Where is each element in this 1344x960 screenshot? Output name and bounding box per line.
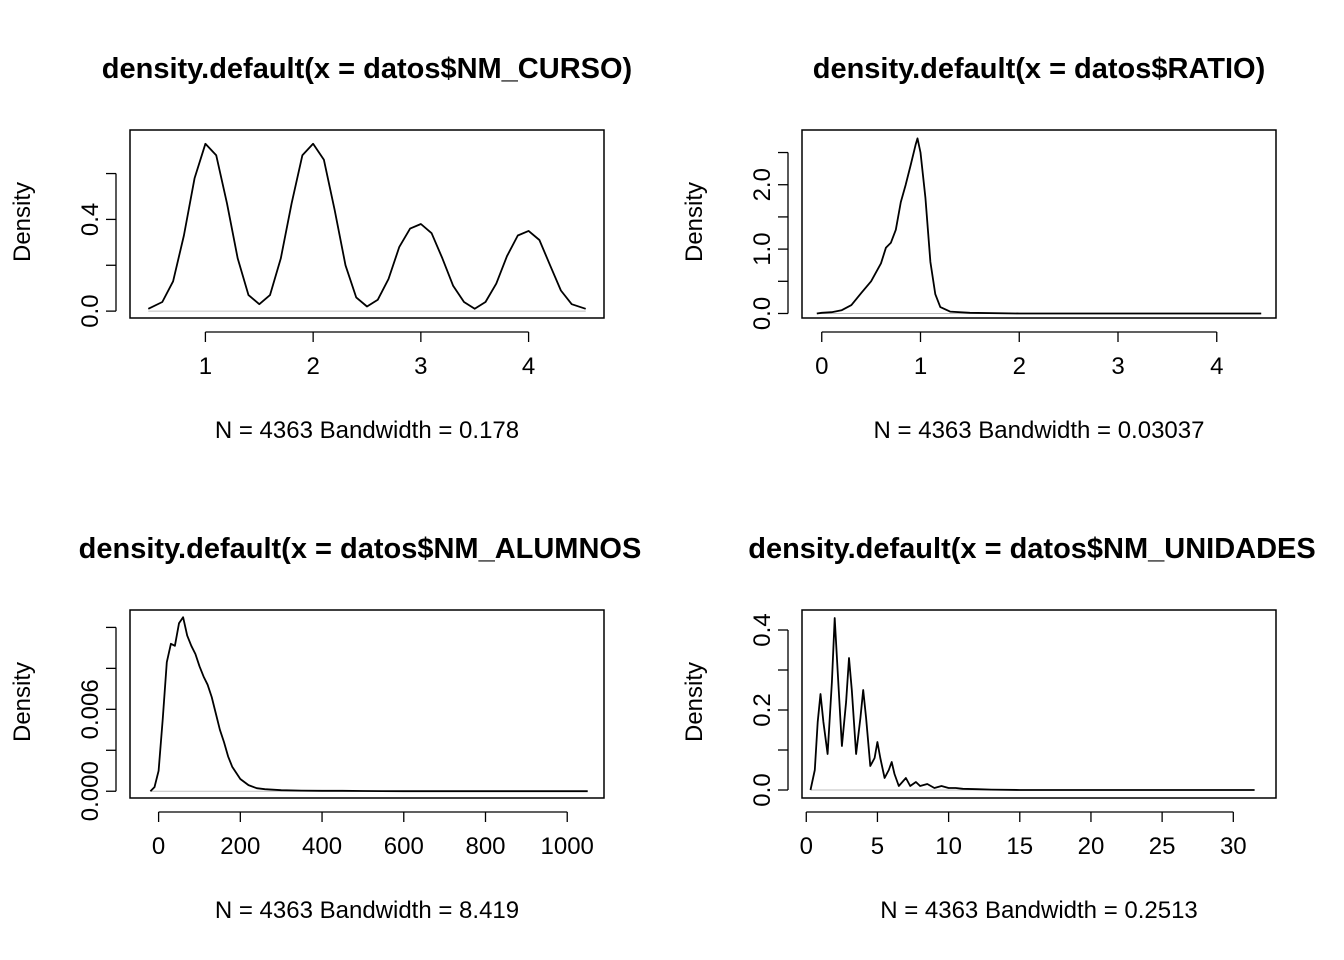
x-tick-label: 0 [800,833,813,860]
panel-density-ratio: density.default(x = datos$RATIO) N = 436… [681,53,1277,444]
x-tick-label: 20 [1078,833,1105,860]
plot-frame [801,609,1277,799]
x-tick-label: 1000 [541,833,594,860]
x-tick-label: 4 [1210,353,1223,380]
panel-density-nm-curso: density.default(x = datos$NM_CURSO) N = … [9,53,632,444]
y-tick-label: 0.4 [749,613,776,646]
x-tick-label: 30 [1220,833,1247,860]
density-curve [149,616,588,793]
chart-title: density.default(x = datos$RATIO) [813,53,1266,85]
x-tick-label: 1 [914,353,927,380]
x-tick-label: 200 [220,833,260,860]
x-tick-label: 10 [935,833,962,860]
panel-density-nm-alumnos: density.default(x = datos$NM_ALUMNOS N =… [9,533,641,924]
y-axis-label: Density [681,662,708,742]
plot-frame [129,129,605,319]
chart-title: density.default(x = datos$NM_CURSO) [102,53,632,85]
density-curve [816,137,1262,315]
x-axis-label: N = 4363 Bandwidth = 0.03037 [874,417,1205,444]
x-tick-label: 5 [871,833,884,860]
y-axis-label: Density [681,182,708,262]
x-tick-label: 600 [384,833,424,860]
x-tick-label: 3 [1111,353,1124,380]
y-tick-label: 0.0 [749,297,776,330]
plot-frame [129,609,605,799]
x-tick-label: 1 [199,353,212,380]
y-tick-label: 0.0 [77,294,104,327]
x-tick-label: 3 [414,353,427,380]
x-axis-label: N = 4363 Bandwidth = 8.419 [215,897,519,924]
x-tick-label: 2 [1013,353,1026,380]
x-tick-label: 0 [152,833,165,860]
x-tick-label: 800 [465,833,505,860]
x-tick-label: 0 [815,353,828,380]
panel-density-nm-unidades: density.default(x = datos$NM_UNIDADES N … [681,533,1316,924]
y-axis-label: Density [9,182,36,262]
y-tick-label: 0.006 [77,679,104,739]
x-tick-label: 15 [1006,833,1033,860]
y-tick-label: 0.000 [77,761,104,821]
plot-frame [801,129,1277,319]
y-tick-label: 0.0 [749,773,776,806]
y-tick-label: 1.0 [749,232,776,265]
chart-title: density.default(x = datos$NM_ALUMNOS [79,533,642,565]
y-tick-label: 0.4 [77,203,104,236]
x-tick-label: 2 [306,353,319,380]
x-axis-label: N = 4363 Bandwidth = 0.178 [215,417,519,444]
density-curve [147,142,586,310]
x-tick-label: 400 [302,833,342,860]
y-axis-label: Density [9,662,36,742]
x-tick-label: 4 [522,353,535,380]
x-tick-label: 25 [1149,833,1176,860]
density-curve [809,617,1255,791]
x-axis-label: N = 4363 Bandwidth = 0.2513 [880,897,1198,924]
chart-title: density.default(x = datos$NM_UNIDADES [748,533,1315,565]
y-tick-label: 2.0 [749,168,776,201]
y-tick-label: 0.2 [749,693,776,726]
